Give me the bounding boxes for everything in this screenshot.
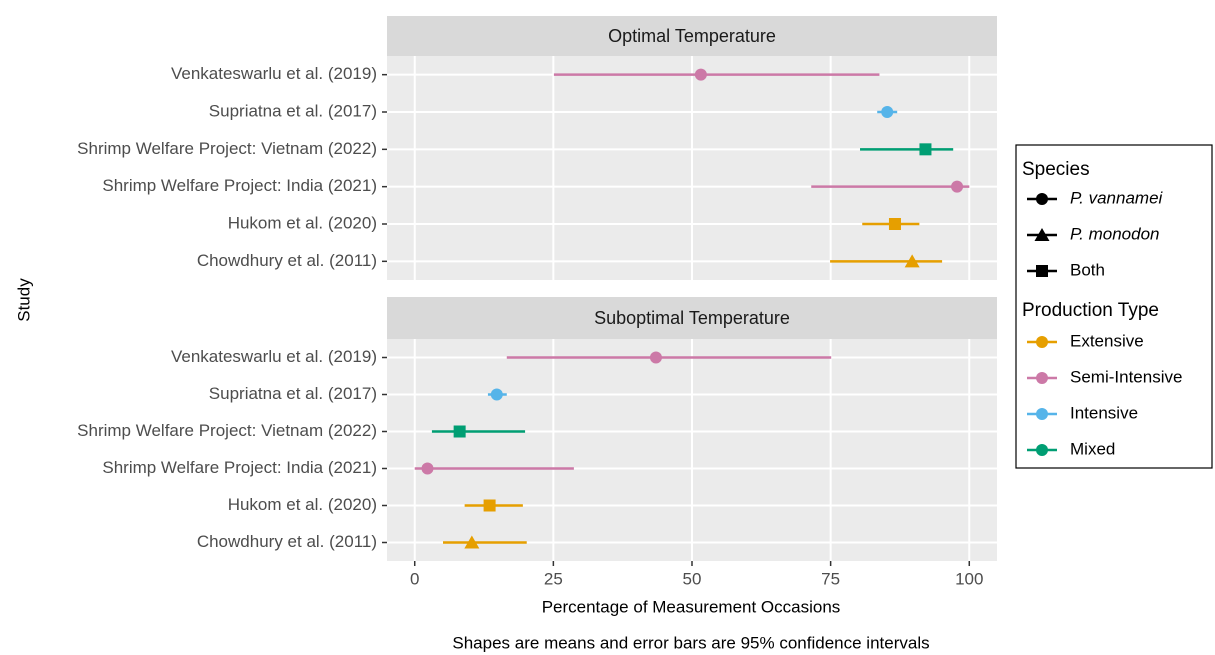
y-tick-label: Chowdhury et al. (2011) [197, 532, 377, 551]
point [490, 388, 503, 401]
legend-key [1034, 228, 1050, 241]
y-tick-label: Shrimp Welfare Project: India (2021) [102, 458, 377, 477]
y-tick-label: Shrimp Welfare Project: Vietnam (2022) [77, 139, 377, 158]
y-tick-label: Venkateswarlu et al. (2019) [171, 347, 377, 366]
y-tick-label: Shrimp Welfare Project: India (2021) [102, 176, 377, 195]
legend-title: Species [1022, 159, 1090, 180]
x-tick-label: 75 [821, 569, 840, 588]
y-tick-label: Shrimp Welfare Project: Vietnam (2022) [77, 421, 377, 440]
x-tick-label: 50 [683, 569, 702, 588]
legend-key [1036, 193, 1048, 205]
point [421, 462, 434, 475]
legend-label: P. monodon [1070, 224, 1159, 243]
legend-label: Intensive [1070, 403, 1138, 422]
legend-key [1036, 336, 1048, 348]
point [464, 535, 480, 549]
x-tick-label: 25 [544, 569, 563, 588]
legend-title: Production Type [1022, 300, 1159, 321]
y-tick-label: Hukom et al. (2020) [228, 213, 377, 232]
x-tick-label: 0 [410, 569, 419, 588]
legend-label: Mixed [1070, 439, 1115, 458]
legend-label: P. vannamei [1070, 188, 1164, 207]
x-axis-title: Percentage of Measurement Occasions [542, 597, 841, 616]
legend-key [1036, 265, 1048, 277]
point [904, 254, 920, 268]
y-tick-label: Chowdhury et al. (2011) [197, 251, 377, 270]
legend-label: Semi-Intensive [1070, 367, 1182, 386]
y-tick-label: Venkateswarlu et al. (2019) [171, 64, 377, 83]
y-tick-label: Supriatna et al. (2017) [209, 384, 377, 403]
point [951, 180, 964, 193]
strip [387, 16, 997, 56]
point [919, 143, 932, 156]
point [649, 351, 662, 364]
strip-title: Optimal Temperature [608, 26, 776, 46]
point [888, 218, 901, 230]
legend-label: Both [1070, 260, 1105, 279]
strip [387, 297, 997, 339]
legend-label: Extensive [1070, 331, 1144, 350]
strip-title: Suboptimal Temperature [594, 308, 790, 328]
point [483, 499, 496, 512]
y-tick-label: Supriatna et al. (2017) [209, 101, 377, 120]
y-axis-title: Study [14, 278, 33, 322]
point [453, 425, 466, 438]
x-tick-label: 100 [955, 569, 983, 588]
legend-key [1036, 444, 1048, 456]
legend-key [1036, 372, 1048, 384]
point [694, 68, 707, 81]
y-tick-label: Hukom et al. (2020) [228, 495, 377, 514]
point [881, 106, 894, 118]
caption: Shapes are means and error bars are 95% … [452, 633, 929, 652]
legend-key [1036, 408, 1048, 420]
